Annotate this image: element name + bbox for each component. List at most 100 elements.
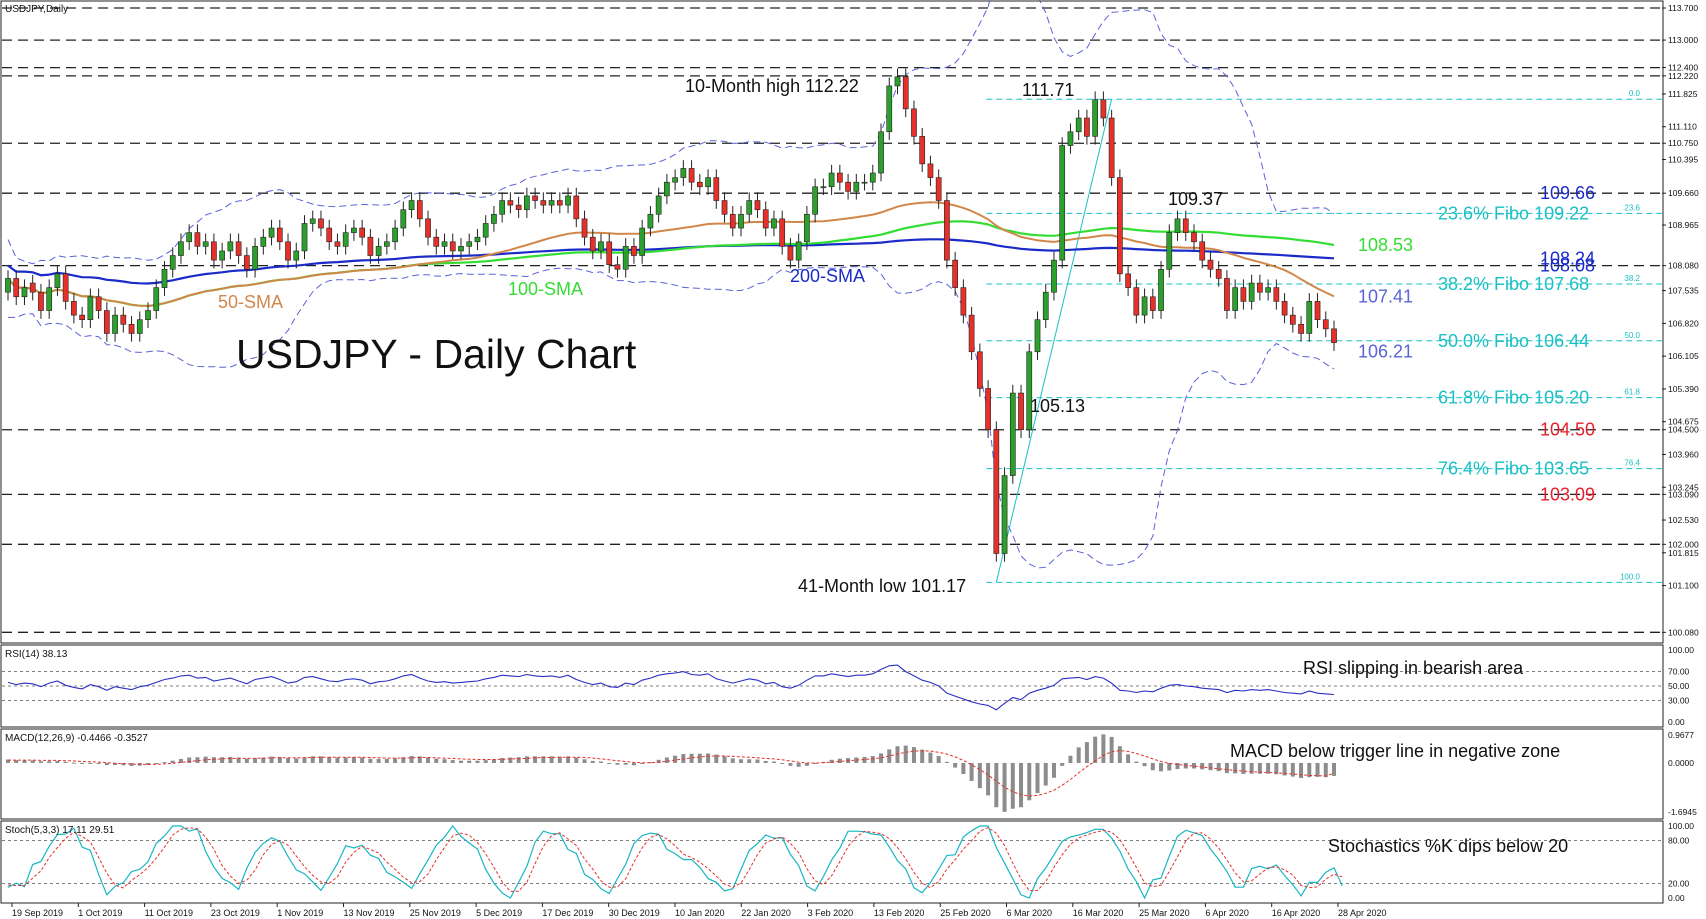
rsi-tick-label: 30.00 (1668, 695, 1690, 705)
macd-bar (508, 757, 513, 763)
candle-body (5, 278, 11, 293)
macd-bar (500, 758, 505, 763)
macd-bar (541, 756, 546, 763)
candle-body (886, 85, 893, 133)
fibo-ratio-label: 23.6 (1624, 203, 1640, 212)
macd-bar (1051, 762, 1056, 778)
stoch-d-line (7, 827, 1343, 892)
candle-body (1125, 273, 1131, 288)
macd-bar (318, 756, 323, 763)
macd-bar (1175, 762, 1180, 770)
macd-bar (837, 758, 842, 763)
macd-bar (879, 753, 884, 763)
candle-body (968, 314, 975, 353)
macd-bar (1002, 762, 1007, 812)
candle-body (828, 172, 835, 188)
right-level-label: 104.50 (1540, 420, 1595, 440)
macd-bar (969, 762, 974, 781)
macd-bar (1200, 762, 1205, 770)
candle-body (1182, 218, 1189, 233)
candle-body (1051, 259, 1057, 293)
candle-body (351, 227, 357, 233)
candle-body (260, 236, 267, 247)
macd-bar (1282, 762, 1287, 776)
candle-body (1001, 475, 1008, 554)
candle-body (194, 232, 201, 247)
candle-body (276, 227, 283, 243)
candle-body (1257, 282, 1263, 293)
candle-body (532, 195, 538, 201)
macd-bar (574, 757, 579, 763)
y-tick-label: 110.750 (1668, 138, 1698, 148)
candle-body (507, 200, 514, 206)
macd-bar (747, 759, 752, 763)
candle-body (606, 241, 613, 266)
stoch-tick-label: 80.00 (1668, 835, 1690, 845)
candle-body (400, 209, 407, 229)
macd-bar (854, 757, 859, 763)
macd-bar (566, 756, 571, 763)
candle-body (631, 246, 637, 256)
label-100-sma: 100-SMA (508, 279, 583, 299)
candle-body (1306, 301, 1313, 334)
macd-bar (475, 760, 480, 763)
macd-bar (903, 745, 908, 763)
candle-body (598, 241, 604, 252)
macd-bar (393, 758, 398, 763)
macd-bar (936, 756, 941, 763)
macd-bar (977, 762, 982, 789)
y-tick-label: 113.000 (1668, 35, 1698, 45)
macd-bar (1224, 762, 1229, 774)
stoch-k-line (7, 825, 1343, 900)
x-tick-label: 19 Sep 2019 (12, 908, 63, 918)
x-tick-label: 11 Oct 2019 (145, 908, 193, 918)
candle-body (985, 388, 991, 431)
y-tick-label: 112.400 (1668, 63, 1698, 73)
stoch-panel (0, 820, 1664, 904)
candle-body (672, 177, 678, 183)
candle-body (944, 200, 950, 261)
macd-bar (244, 758, 249, 763)
candle-body (301, 223, 308, 252)
rsi-tick-label: 50.00 (1668, 681, 1690, 691)
candle-body (540, 200, 547, 206)
macd-bar (286, 758, 291, 763)
candle-body (1273, 287, 1280, 302)
x-tick-label: 28 Apr 2020 (1338, 908, 1387, 918)
candle-body (820, 186, 827, 189)
x-tick-label: 3 Feb 2020 (808, 908, 854, 918)
macd-bar (1323, 762, 1328, 778)
candle-body (359, 227, 366, 238)
candle-body (161, 268, 168, 288)
x-tick-label: 16 Apr 2020 (1272, 908, 1321, 918)
candle-body (1042, 291, 1049, 321)
x-tick-label: 6 Mar 2020 (1007, 908, 1053, 918)
candle-body (408, 200, 415, 210)
candle-body (861, 181, 868, 184)
candle-body (787, 246, 794, 261)
candle-body (1117, 177, 1123, 275)
macd-bar (343, 757, 348, 763)
macd-bar (788, 762, 793, 766)
y-tick-label: 112.220 (1668, 71, 1698, 81)
candle-body (425, 218, 431, 238)
candle-body (1092, 99, 1099, 137)
macd-bar (623, 762, 628, 765)
candle-body (795, 241, 802, 261)
candle-body (1108, 117, 1115, 178)
macd-bar (961, 762, 966, 774)
macd-bar (426, 757, 431, 763)
candle-body (771, 218, 777, 229)
macd-bar (1216, 762, 1221, 772)
macd-bar (483, 760, 488, 763)
macd-signal-line (8, 750, 1335, 797)
macd-header: MACD(12,26,9) -0.4466 -0.3527 (5, 733, 148, 744)
candle-body (919, 136, 926, 165)
macd-bar (277, 756, 282, 763)
macd-bar (1060, 762, 1065, 766)
right-level-label: 108.24 (1540, 248, 1595, 268)
y-tick-label: 111.825 (1668, 89, 1698, 99)
candle-body (911, 108, 917, 137)
candle-body (754, 200, 761, 210)
macd-bar (1043, 762, 1048, 786)
